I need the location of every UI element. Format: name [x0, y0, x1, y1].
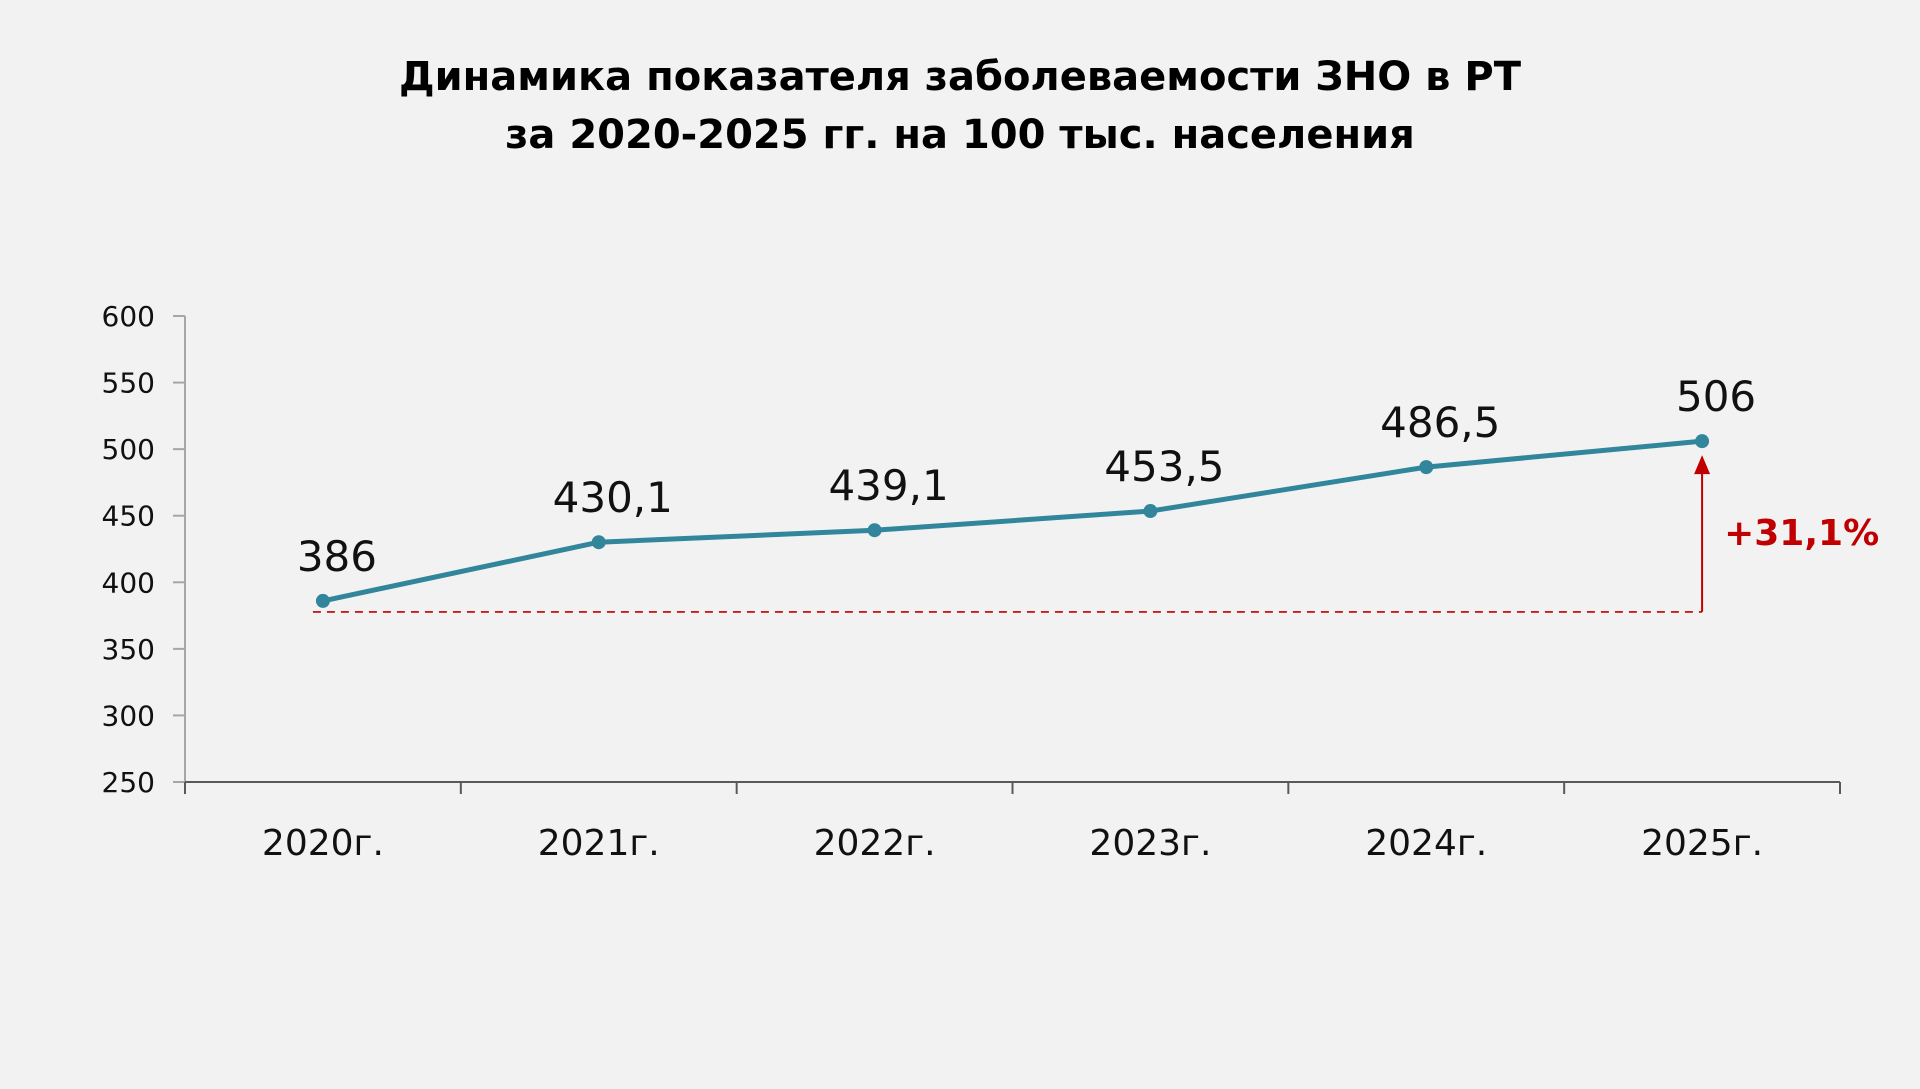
y-tick-label: 350: [102, 633, 155, 666]
data-label: 453,5: [1104, 442, 1224, 491]
chart-title-line1: Динамика показателя заболеваемости ЗНО в…: [399, 54, 1521, 100]
growth-arrow-head: [1694, 455, 1711, 475]
data-label: 430,1: [553, 473, 673, 522]
x-tick-label: 2023г.: [1089, 823, 1211, 864]
data-point: [1695, 434, 1710, 449]
x-tick-label: 2021г.: [538, 823, 660, 864]
data-label: 506: [1676, 372, 1756, 421]
chart-subtitle: за 2020-2025 гг. на 100 тыс. населения: [505, 112, 1415, 158]
y-tick-label: 600: [102, 300, 155, 333]
y-tick-label: 400: [102, 566, 155, 599]
data-point: [1143, 504, 1158, 519]
y-tick-label: 500: [102, 433, 155, 466]
x-tick-label: 2025г.: [1641, 823, 1763, 864]
data-label: 386: [297, 532, 377, 581]
series-line: [322, 438, 1703, 604]
data-label: 439,1: [828, 461, 948, 510]
data-point: [1419, 460, 1434, 475]
y-tick-label: 550: [102, 367, 155, 400]
x-tick-label: 2024г.: [1365, 823, 1487, 864]
y-tick-label: 300: [102, 699, 155, 732]
data-label: 486,5: [1380, 398, 1500, 447]
chart-title: Динамика показателя заболеваемости ЗНО в…: [0, 48, 1920, 164]
x-tick-label: 2020г.: [262, 823, 384, 864]
data-point: [867, 523, 882, 538]
growth-annotation: +31,1%: [1724, 513, 1879, 554]
y-tick-label: 450: [102, 500, 155, 533]
y-tick-label: 250: [102, 766, 155, 799]
x-tick-label: 2022г.: [814, 823, 936, 864]
data-point: [315, 593, 330, 608]
data-point: [591, 535, 606, 550]
